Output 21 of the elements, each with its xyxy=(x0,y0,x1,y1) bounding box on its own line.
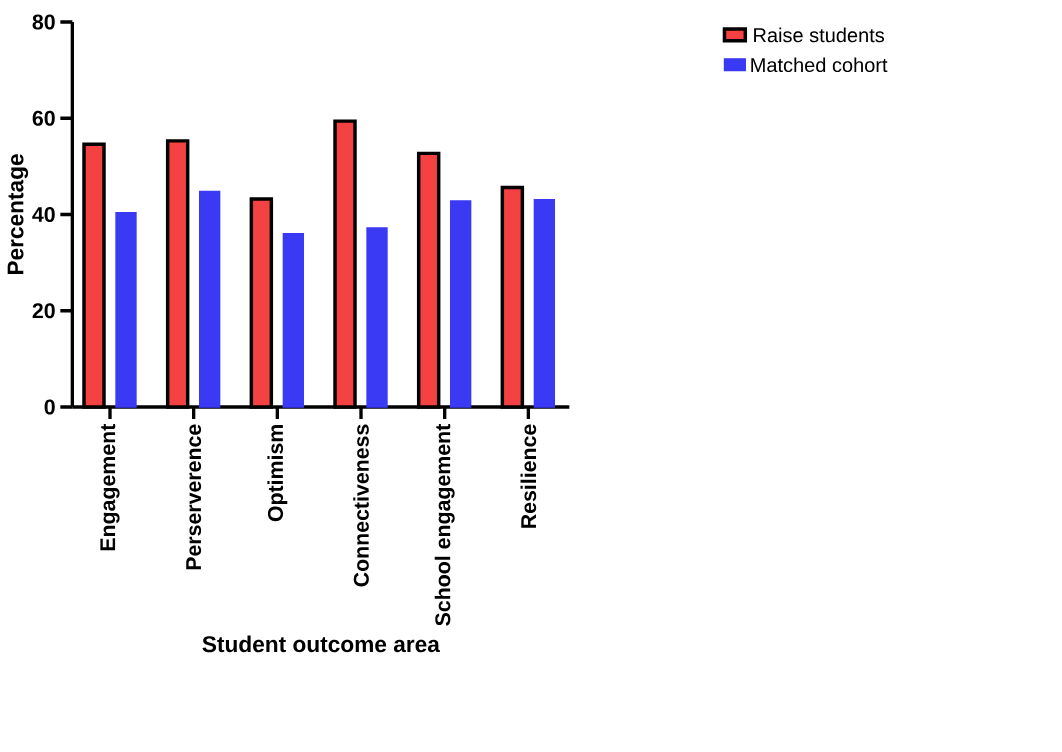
bar xyxy=(115,211,137,408)
legend-label: Matched cohort xyxy=(751,57,888,73)
x-tick-label: School engagement xyxy=(434,423,455,626)
bar xyxy=(450,200,472,408)
legend-label: Raise students xyxy=(754,27,885,43)
x-tick-label: Connectiveness xyxy=(353,424,369,587)
x-tick-label: Engagement xyxy=(100,423,120,551)
y-tick-label: 60 xyxy=(32,110,55,126)
x-axis-title: Student outcome area xyxy=(202,635,440,653)
y-tick-label: 80 xyxy=(32,14,55,30)
y-tick-label: 40 xyxy=(32,206,55,223)
x-tick-label: Perserverence xyxy=(186,424,202,570)
x-tick-label: Optimism xyxy=(267,425,288,522)
bar xyxy=(533,198,556,408)
x-tick-label: Resilience xyxy=(520,424,537,528)
bar xyxy=(282,233,305,408)
bar xyxy=(366,227,388,408)
y-axis-title: Percentage xyxy=(7,154,29,275)
y-tick-label: 0 xyxy=(44,399,55,415)
bar xyxy=(199,190,221,408)
y-tick-label: 20 xyxy=(32,303,55,319)
